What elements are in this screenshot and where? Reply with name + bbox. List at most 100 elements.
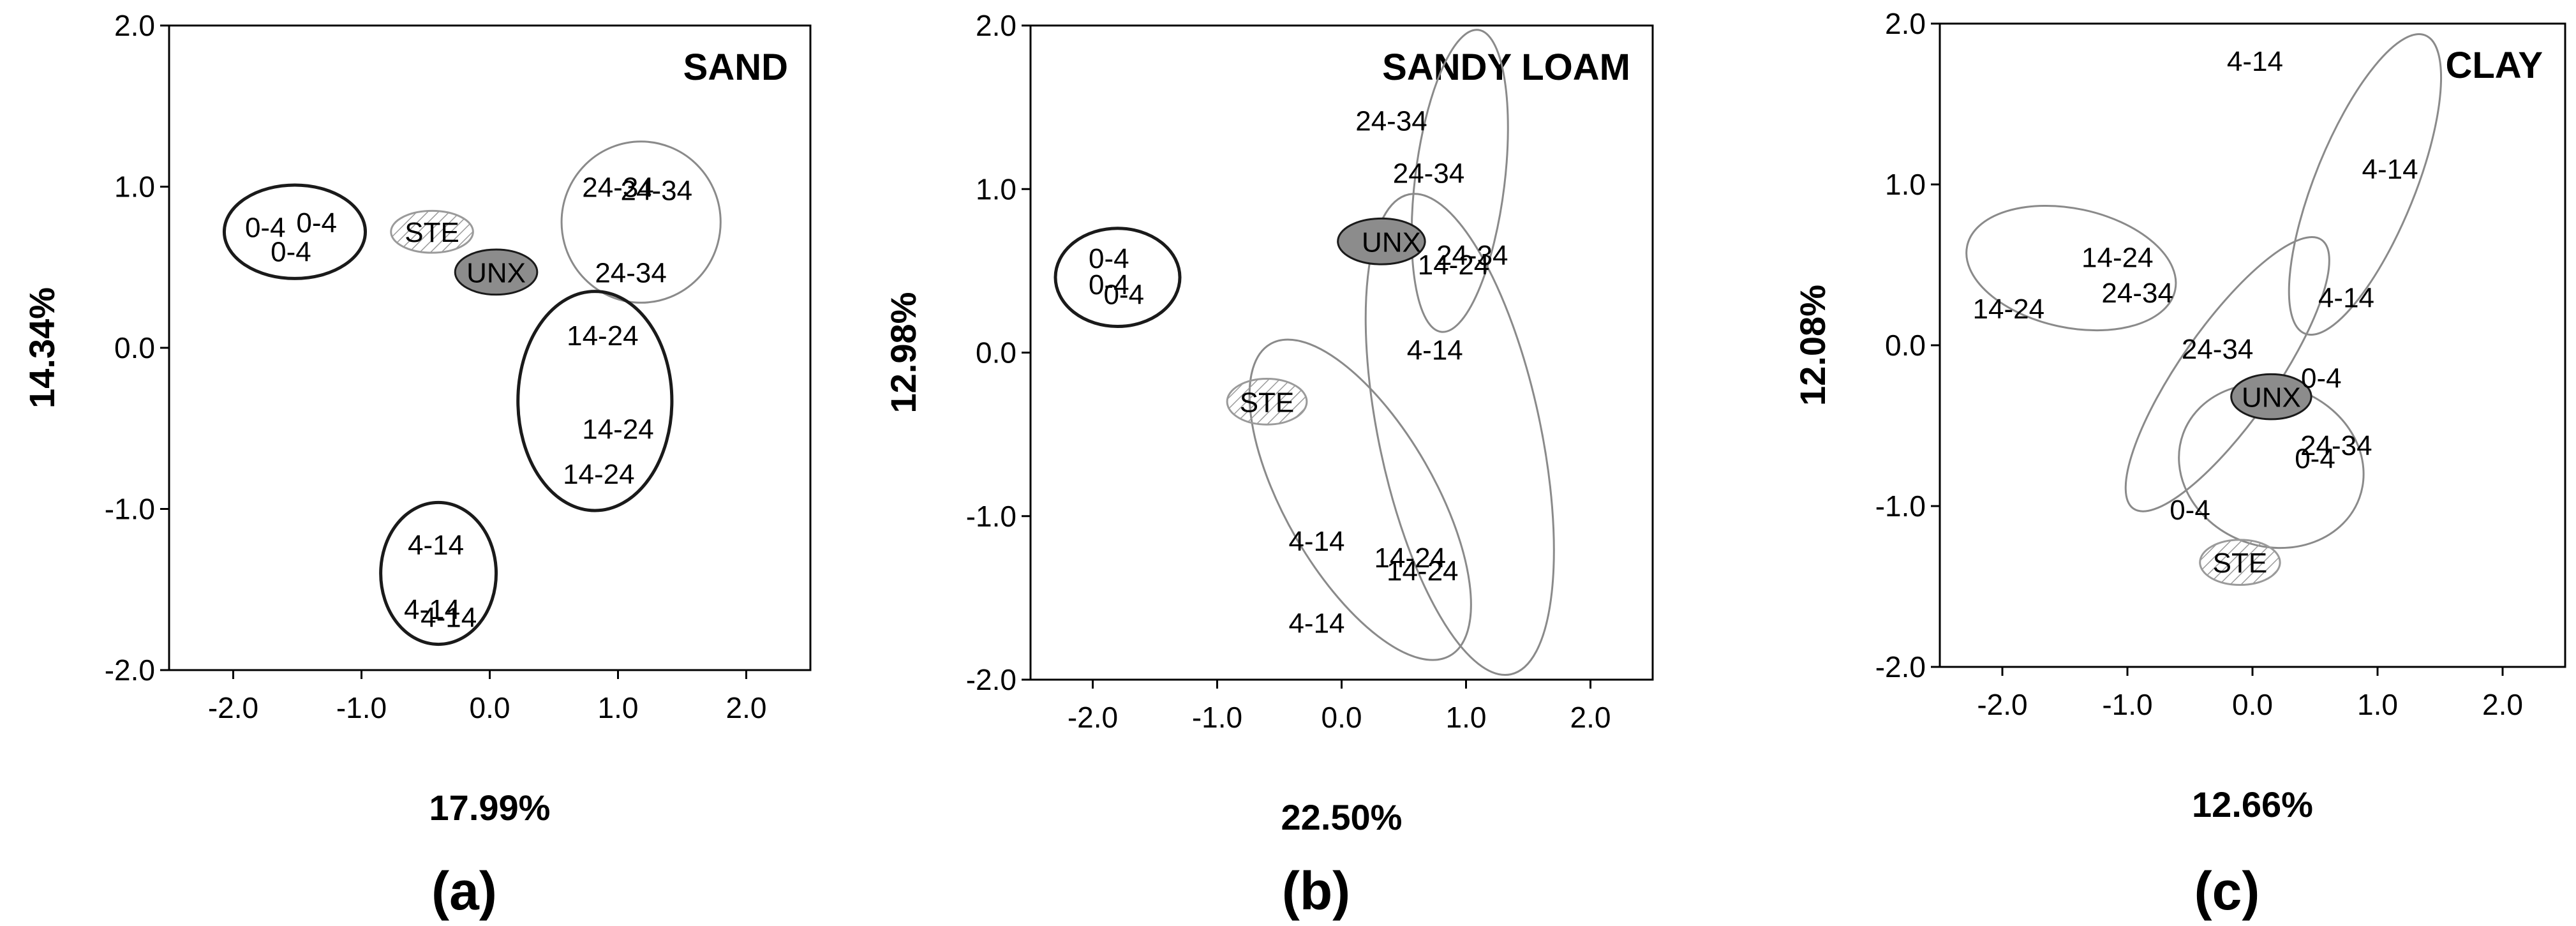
y-axis-title: 12.98% xyxy=(883,292,923,414)
ellipse-4-14 xyxy=(2288,33,2443,336)
point-label: 0-4 xyxy=(2301,362,2342,394)
x-axis-title: 12.66% xyxy=(2192,784,2313,825)
y-tick-label: 2.0 xyxy=(1885,7,1926,40)
y-tick-label: -2.0 xyxy=(1875,650,1926,683)
x-tick-label: -1.0 xyxy=(2102,688,2152,721)
panel-title: SANDY LOAM xyxy=(1382,47,1630,88)
y-tick-label: -1.0 xyxy=(105,493,155,526)
x-tick-label: -2.0 xyxy=(1977,688,2027,721)
panel-title: SAND xyxy=(683,47,788,88)
chart-svg-sand: -2.0 -1.0 0.0 1.0 2.0 2.0 1.0 0.0 -1.0 -2.0 17.99%… xyxy=(22,9,812,921)
plot-frame xyxy=(1029,24,1654,681)
point-label: STE xyxy=(2213,548,2268,579)
x-tick-label: 2.0 xyxy=(726,691,767,724)
y-tick-label: 1.0 xyxy=(114,170,155,204)
point-label: 14-24 xyxy=(567,320,639,352)
point-label: 4-14 xyxy=(421,602,477,634)
x-tick-label: 1.0 xyxy=(598,691,639,724)
y-tick-label: 1.0 xyxy=(976,172,1016,205)
x-tick-label: 1.0 xyxy=(1446,701,1487,734)
x-tick-label: 2.0 xyxy=(1570,701,1611,734)
point-label: UNX xyxy=(2242,382,2301,414)
ellipse-14-24 xyxy=(1965,204,2177,332)
panel-a: -2.0 -1.0 0.0 1.0 2.0 2.0 1.0 0.0 -1.0 -2.0 17.99%… xyxy=(0,0,830,923)
y-axis-title: 12.08% xyxy=(1792,285,1833,406)
point-label: 4-14 xyxy=(2362,154,2418,185)
ellipse-24-34 xyxy=(560,140,722,304)
chart-svg-clay: -2.0 -1.0 0.0 1.0 2.0 2.0 1.0 0.0 -1.0 -2.0 12.66%… xyxy=(1792,7,2566,921)
plot-frame xyxy=(168,24,812,671)
ellipse-4-14 xyxy=(379,500,498,646)
point-label: 0-4 xyxy=(1089,269,1129,301)
ellipse-0-4 xyxy=(1053,227,1182,328)
point-label: 0-4 xyxy=(296,207,337,239)
point-label: 14-24 xyxy=(1973,294,2045,325)
point-label: 14-24 xyxy=(1418,250,1490,281)
ellipse-14-24 xyxy=(516,290,674,512)
ellipse-ste xyxy=(390,209,474,254)
x-tick-label: 0.0 xyxy=(470,691,510,724)
point-label: 24-34 xyxy=(1436,240,1508,271)
panel-c: -2.0 -1.0 0.0 1.0 2.0 2.0 1.0 0.0 -1.0 -2.0 12.66%… xyxy=(1742,0,2576,923)
point-label: 4-14 xyxy=(404,594,460,625)
y-tick-label: 0.0 xyxy=(114,331,155,364)
point-label: 24-34 xyxy=(621,175,693,207)
chart-svg-sandy-loam: -2.0 -1.0 0.0 1.0 2.0 2.0 1.0 0.0 -1.0 -2.0 22.50%… xyxy=(883,9,1654,921)
panel-b: -2.0 -1.0 0.0 1.0 2.0 2.0 1.0 0.0 -1.0 -2.0 22.50%… xyxy=(868,0,1716,923)
point-label: 4-14 xyxy=(1288,526,1344,557)
point-label: 0-4 xyxy=(271,237,311,268)
point-label: UNX xyxy=(466,257,526,288)
ellipse-unx xyxy=(1337,217,1426,265)
point-label: 24-34 xyxy=(595,257,667,288)
ellipse-ste xyxy=(1226,378,1308,426)
ellipse-ste xyxy=(2199,539,2281,586)
plot-area: 0-40-40-4STEUNX24-3424-3424-3414-244-144… xyxy=(1053,29,1555,676)
point-label: 4-14 xyxy=(1407,334,1463,366)
point-label: 24-34 xyxy=(2300,430,2372,461)
point-label: 0-4 xyxy=(245,213,286,244)
point-label: 24-34 xyxy=(2101,278,2173,309)
x-tick-label: -2.0 xyxy=(1068,701,1118,734)
y-tick-label: -2.0 xyxy=(105,653,155,687)
point-label: STE xyxy=(1240,387,1295,418)
panel-title: CLAY xyxy=(2445,45,2543,86)
point-label: UNX xyxy=(1362,227,1421,258)
point-label: 4-14 xyxy=(2227,46,2283,77)
y-tick-label: -2.0 xyxy=(966,663,1016,696)
point-label: 0-4 xyxy=(1103,279,1144,310)
ellipse-unx xyxy=(2230,373,2312,421)
point-label: 14-24 xyxy=(582,414,654,445)
x-tick-label: 0.0 xyxy=(2232,688,2273,721)
point-label: STE xyxy=(405,217,459,248)
x-tick-label: -2.0 xyxy=(208,691,258,724)
point-label: 0-4 xyxy=(2295,443,2335,474)
panel-label: (c) xyxy=(2194,861,2260,921)
y-tick-label: 0.0 xyxy=(976,336,1016,370)
x-tick-label: 0.0 xyxy=(1322,701,1362,734)
point-label: 0-4 xyxy=(2170,495,2210,526)
ellipse-0-4 xyxy=(222,183,368,280)
y-tick-label: 2.0 xyxy=(114,9,155,42)
point-label: 14-24 xyxy=(1387,555,1459,586)
x-tick-label: -1.0 xyxy=(336,691,387,724)
ellipse-24-34 xyxy=(1410,29,1509,333)
y-tick-label: -1.0 xyxy=(1875,489,1926,523)
point-label: 24-34 xyxy=(1355,106,1427,137)
panel-label: (b) xyxy=(1282,861,1350,921)
ellipse-4-14 xyxy=(1248,338,1472,661)
point-label: 24-34 xyxy=(2182,334,2254,365)
y-axis-title: 14.34% xyxy=(22,287,62,408)
point-label: 14-24 xyxy=(563,459,635,490)
x-axis-title: 22.50% xyxy=(1281,797,1403,837)
plot-area: 0-4 0-40-4STEUNX24-3424-3424-3414-2414-24… xyxy=(222,140,722,646)
y-tick-label: -1.0 xyxy=(966,500,1016,533)
plot-area: 4-144-144-1414-2424-3414-2424-340-4UNX24… xyxy=(1965,33,2443,586)
point-label: 4-14 xyxy=(1288,608,1344,639)
panel-label: (a) xyxy=(431,861,497,921)
point-label: 4-14 xyxy=(408,530,464,561)
y-tick-label: 2.0 xyxy=(976,9,1016,42)
point-label: 4-14 xyxy=(2318,282,2374,313)
y-tick-label: 0.0 xyxy=(1885,329,1926,362)
ellipse-unx xyxy=(454,248,539,296)
